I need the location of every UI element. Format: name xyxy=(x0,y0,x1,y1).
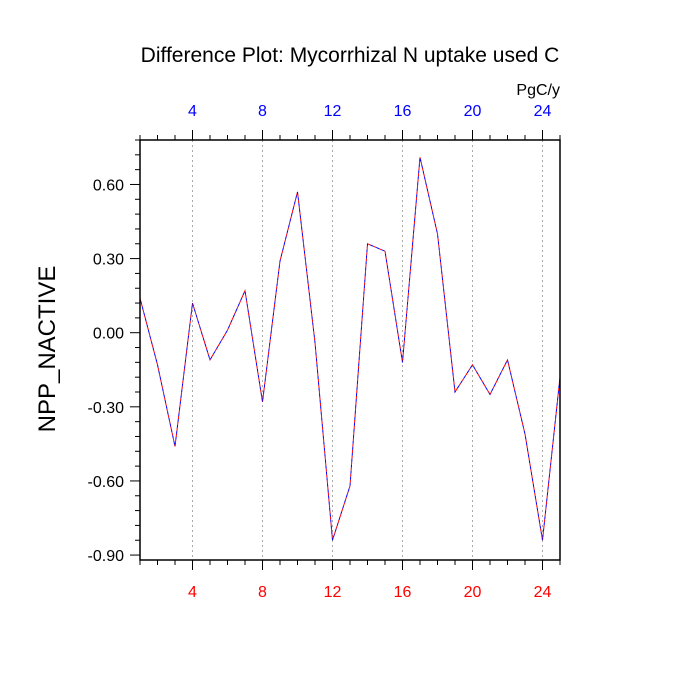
x-tick-label-bottom: 8 xyxy=(258,584,267,601)
series-line xyxy=(139,157,561,541)
x-tick-label-top: 8 xyxy=(258,103,267,120)
x-tick-label-bottom: 16 xyxy=(394,584,412,601)
x-tick-label-bottom: 24 xyxy=(534,584,552,601)
y-tick-label: -0.60 xyxy=(88,474,125,491)
grid-lines xyxy=(192,140,543,560)
axis-ticks xyxy=(130,130,561,570)
y-tick-label: 0.30 xyxy=(93,252,124,269)
x-tick-label-top: 4 xyxy=(188,103,197,120)
x-tick-label-top: 16 xyxy=(394,103,412,120)
x-tick-label-top: 20 xyxy=(464,103,482,120)
x-tick-label-top: 24 xyxy=(534,103,552,120)
y-tick-label: -0.30 xyxy=(88,400,125,417)
series-line-overlay xyxy=(139,157,561,541)
plot-frame xyxy=(139,139,561,561)
y-tick-labels: -0.90 -0.60 -0.30 0.00 0.30 0.60 xyxy=(88,177,125,565)
series-lines xyxy=(139,157,561,541)
y-axis-label: NPP_NACTIVE xyxy=(34,266,61,433)
x-tick-label-bottom: 20 xyxy=(464,584,482,601)
chart-title: Difference Plot: Mycorrhizal N uptake us… xyxy=(141,44,560,67)
x-tick-labels-top: 4 8 12 16 20 24 xyxy=(188,103,551,120)
y-tick-label: -0.90 xyxy=(88,548,125,565)
x-tick-labels-bottom: 4 8 12 16 20 24 xyxy=(188,584,551,601)
x-tick-label-bottom: 12 xyxy=(324,584,342,601)
y-tick-label: 0.60 xyxy=(93,177,124,194)
x-tick-label-top: 12 xyxy=(324,103,342,120)
x-tick-label-bottom: 4 xyxy=(188,584,197,601)
units-label: PgC/y xyxy=(516,82,560,99)
y-tick-label: 0.00 xyxy=(93,326,124,343)
